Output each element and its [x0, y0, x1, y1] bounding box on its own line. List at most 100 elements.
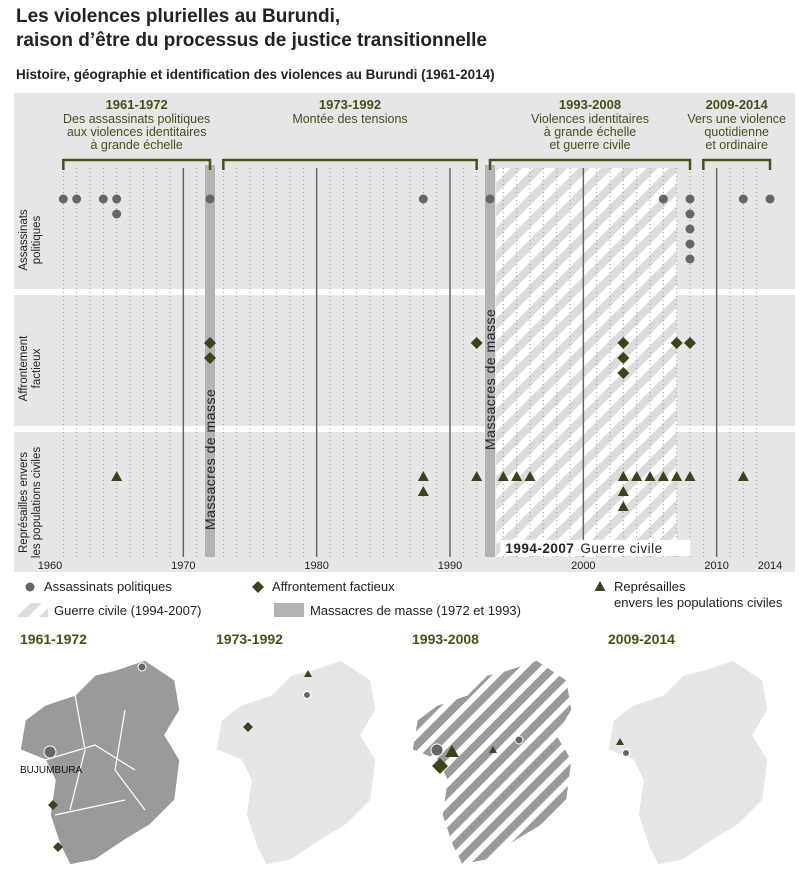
row-label: Assassinatspolitiques [18, 209, 43, 271]
event-circle [418, 194, 428, 204]
event-circle [765, 194, 775, 204]
legend-label: Assassinats politiques [44, 579, 172, 594]
civil-war-label: 1994-2007 Guerre civile [505, 541, 662, 556]
civil-war-label-bg [500, 540, 691, 556]
event-circle [112, 209, 122, 219]
map [607, 659, 769, 866]
event-triangle [684, 471, 696, 481]
event-diamond [617, 337, 630, 349]
event-circle [58, 194, 68, 204]
event-triangle [617, 486, 629, 496]
legend-massacre [274, 603, 304, 617]
title: raison d’être du processus de justice tr… [16, 30, 487, 51]
event-circle [25, 582, 35, 592]
event-diamond [204, 337, 216, 349]
period-label: 1961-1972 [106, 97, 168, 112]
civil-war-band [496, 168, 677, 557]
period-label: 1973-1992 [319, 97, 381, 112]
row-label-line: politiques [31, 215, 43, 264]
massacre-label: Massacres de masse [202, 389, 218, 530]
row-gap [14, 289, 795, 295]
event-triangle [497, 471, 509, 481]
event-triangle [657, 471, 669, 481]
event-diamond [670, 337, 683, 349]
legend-label: Représailles envers les populations civil… [614, 579, 783, 610]
period-bracket [488, 158, 692, 170]
event-triangle [631, 471, 643, 481]
map-diamond [432, 758, 448, 774]
period-desc: quotidienne [704, 125, 769, 139]
legend-civil-war [18, 603, 48, 617]
event-circle [112, 194, 122, 204]
period-desc: et ordinaire [705, 138, 768, 152]
row-label: Affrontementfactieux [18, 335, 43, 401]
event-circle [685, 194, 695, 204]
map-title: 1973-1992 [216, 631, 283, 647]
x-tick-label: 1990 [438, 560, 462, 572]
map-outline [215, 659, 377, 866]
row-label-line: factieux [31, 348, 43, 388]
title: Les violences plurielles au Burundi, [16, 6, 340, 27]
event-diamond [252, 581, 264, 593]
legend-label: Guerre civile (1994-2007) [54, 603, 201, 618]
map-dot [622, 749, 630, 757]
event-triangle [644, 471, 656, 481]
civil-war-years: 1994-2007 [505, 541, 574, 556]
event-diamond [470, 337, 483, 349]
event-circle [658, 194, 668, 204]
map-border [54, 799, 126, 816]
event-triangle [594, 581, 606, 591]
event-circle [72, 194, 82, 204]
event-triangle [111, 471, 123, 481]
map-dot [514, 735, 524, 745]
event-triangle [524, 471, 536, 481]
event-diamond [617, 352, 630, 364]
x-tick-label: 1980 [304, 560, 328, 572]
period-bracket [222, 158, 478, 170]
map-title: 1961-1972 [20, 631, 87, 647]
map-outline [607, 659, 769, 866]
period-desc: aux violences identitaires [67, 125, 207, 139]
period-label: 2009-2014 [706, 97, 769, 112]
map-title: 1993-2008 [412, 631, 479, 647]
map-diamond [48, 800, 58, 810]
map-border [44, 744, 136, 771]
massacre-label: Massacres de masse [482, 309, 498, 450]
legend-label: Massacres de masse (1972 et 1993) [310, 603, 521, 618]
map: BUJUMBURA [19, 659, 181, 866]
event-diamond [684, 337, 696, 349]
civil-war-name: Guerre civile [580, 541, 662, 556]
event-triangle [417, 486, 429, 496]
map-outline [19, 659, 181, 866]
x-tick-label: 2010 [704, 560, 728, 572]
legend-line: Représailles [614, 579, 686, 594]
period-bracket [62, 158, 212, 170]
event-triangle [511, 471, 523, 481]
map [411, 659, 573, 866]
event-circle [685, 224, 695, 234]
x-tick-label: 2014 [758, 560, 782, 572]
event-circle [485, 194, 495, 204]
x-tick-label: 1970 [171, 560, 195, 572]
legend-line: envers les populations civiles [614, 595, 783, 610]
map-title: 2009-2014 [608, 631, 675, 647]
map-border [69, 694, 86, 811]
row-label-line: Représailles envers [18, 452, 30, 553]
event-triangle [671, 471, 683, 481]
capital-label: BUJUMBURA [20, 765, 83, 776]
row-label-line: Assassinats [18, 209, 30, 271]
map-diamond [53, 842, 63, 852]
period-bracket [702, 158, 772, 170]
event-triangle [617, 471, 629, 481]
period-desc: à grande échelle [90, 138, 182, 152]
period-desc: Des assassinats politiques [63, 112, 210, 126]
event-circle [205, 194, 215, 204]
event-circle [685, 239, 695, 249]
period-label: 1993-2008 [559, 97, 621, 112]
event-diamond [617, 367, 630, 379]
map-tri [304, 670, 312, 677]
x-tick-label: 2000 [571, 560, 595, 572]
period-desc: Montée des tensions [292, 112, 407, 126]
event-diamond [204, 352, 216, 364]
